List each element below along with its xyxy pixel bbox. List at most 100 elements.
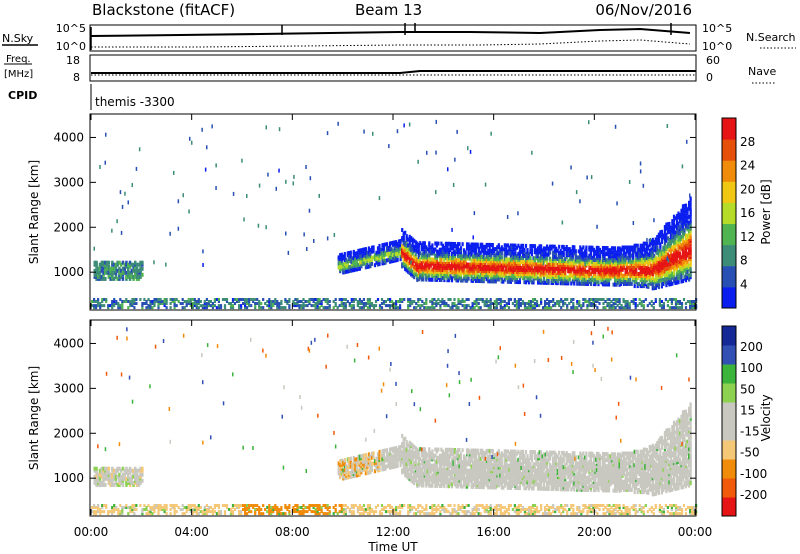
velocity-cell	[135, 508, 138, 511]
power-cell	[477, 302, 480, 305]
power-cell	[548, 306, 551, 310]
power-cell	[411, 261, 414, 266]
velocity-cell	[441, 508, 444, 511]
power-cell	[681, 260, 685, 265]
velocity-cell	[525, 508, 529, 511]
power-cell	[503, 277, 506, 282]
power-cell	[648, 255, 651, 260]
power-dot	[243, 217, 245, 222]
power-cell	[366, 250, 369, 255]
power-cell	[393, 304, 396, 308]
power-cell	[362, 304, 365, 308]
power-cell	[612, 306, 615, 310]
power-cell	[615, 282, 618, 287]
power-cell	[540, 300, 543, 303]
power-cell	[440, 267, 443, 272]
velocity-cell	[447, 504, 450, 507]
power-cell	[417, 248, 420, 253]
freq-label-2: [MHz]	[4, 69, 33, 80]
velocity-cell	[149, 512, 152, 516]
power-cell	[521, 302, 525, 305]
power-cell	[683, 214, 686, 218]
power-cell	[546, 274, 549, 279]
power-cell	[102, 276, 105, 281]
power-cell	[653, 268, 656, 273]
power-cell	[431, 306, 434, 310]
power-cell	[573, 259, 576, 264]
power-cell	[579, 249, 582, 254]
velocity-cell	[584, 506, 587, 509]
power-cell	[411, 247, 414, 252]
power-cell	[165, 302, 168, 305]
power-cell	[386, 246, 389, 251]
power-cell	[507, 298, 510, 301]
power-cell	[634, 298, 637, 301]
power-cell	[677, 270, 680, 275]
velocity-cell	[248, 510, 251, 514]
velocity-cell	[517, 510, 520, 514]
power-cell	[318, 298, 321, 301]
power-cell	[624, 257, 627, 262]
velocity-cell	[391, 510, 394, 514]
power-cell	[125, 274, 128, 279]
velocity-cell	[437, 508, 440, 511]
power-cell	[392, 252, 395, 257]
power-cell	[639, 265, 642, 270]
power-cell	[105, 260, 109, 265]
power-cell	[494, 253, 497, 258]
power-cell	[503, 273, 506, 278]
power-cell	[451, 306, 454, 310]
power-cell	[395, 252, 398, 257]
power-cell	[543, 270, 546, 275]
power-cell	[626, 300, 629, 303]
velocity-cell	[334, 504, 337, 507]
power-cell	[378, 248, 381, 252]
velocity-cell	[197, 508, 200, 511]
power-cell	[466, 274, 469, 279]
velocity-cell	[223, 504, 227, 507]
velocity-cell	[157, 512, 160, 516]
power-cell	[396, 257, 399, 262]
power-cell	[427, 306, 430, 310]
power-cell	[598, 298, 601, 301]
power-cell	[568, 302, 571, 305]
power-cell	[650, 304, 653, 308]
power-cell	[677, 243, 680, 248]
power-cell	[656, 235, 659, 239]
power-cell	[616, 304, 619, 308]
power-cell	[500, 251, 503, 256]
velocity-cell	[368, 506, 371, 509]
power-cell	[416, 241, 419, 246]
power-cell	[402, 245, 405, 250]
power-cell	[684, 306, 688, 310]
power-dot	[257, 223, 260, 228]
power-dot	[469, 149, 472, 154]
power-cell	[547, 268, 550, 273]
power-cell	[629, 247, 632, 252]
station-title: Blackstone (fitACF)	[92, 1, 235, 19]
power-cell	[417, 263, 420, 268]
power-cell	[429, 269, 432, 274]
velocity-cell	[131, 508, 134, 511]
power-cell	[231, 298, 235, 301]
power-cell	[105, 298, 108, 301]
power-cell	[429, 300, 432, 303]
power-cell	[130, 268, 133, 273]
power-cell	[363, 251, 366, 256]
power-cell	[647, 266, 650, 271]
velocity-cell	[499, 508, 502, 511]
power-cell	[238, 300, 241, 303]
power-cell	[607, 258, 611, 263]
velocity-cell	[477, 508, 480, 511]
power-cell	[223, 298, 227, 301]
power-dot	[410, 260, 412, 265]
power-cell	[488, 242, 491, 247]
power-cell	[519, 302, 522, 305]
power-cell	[417, 242, 420, 247]
power-cell	[428, 263, 431, 268]
velocity-cell	[314, 508, 317, 511]
power-cell	[473, 242, 476, 247]
power-cell	[552, 298, 555, 301]
power-cell	[419, 259, 422, 264]
power-cell	[544, 256, 547, 261]
